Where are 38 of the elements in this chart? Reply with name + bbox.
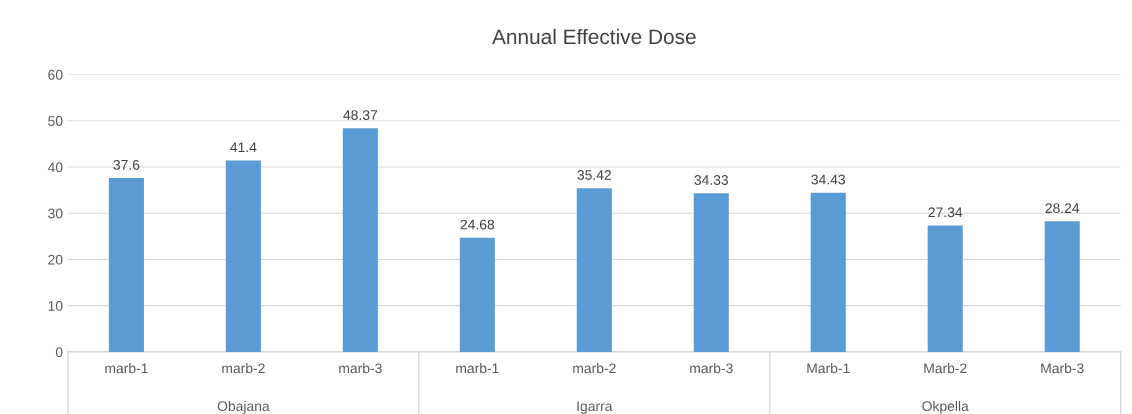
bar — [459, 237, 495, 352]
y-tick-label: 10 — [48, 301, 63, 311]
bar — [1044, 221, 1080, 352]
chart-title: Annual Effective Dose — [492, 28, 696, 45]
y-tick-label: 40 — [47, 162, 63, 173]
bar — [576, 188, 612, 352]
x-tick-label: marb-1 — [456, 363, 499, 374]
x-tick-label: marb-1 — [105, 363, 148, 374]
bar — [810, 192, 846, 352]
x-tick-label: marb-2 — [222, 363, 265, 374]
data-label: 34.43 — [811, 174, 846, 185]
data-label: 37.6 — [113, 159, 140, 170]
x-tick-label: Marb-3 — [1041, 363, 1084, 374]
text: Okpella — [922, 400, 969, 414]
data-label: 27.34 — [928, 207, 963, 218]
data-label: 24.68 — [460, 219, 495, 230]
y-tick-label: 20 — [48, 254, 63, 265]
bar — [927, 225, 963, 352]
data-label: 41.4 — [230, 142, 257, 153]
bar — [225, 160, 261, 352]
data-label: 48.37 — [343, 110, 378, 120]
bar — [693, 193, 729, 352]
x-tick-label: marb-2 — [573, 363, 616, 374]
x-tick-label: marb-3 — [339, 363, 382, 374]
data-label: 35.42 — [577, 170, 611, 180]
y-tick-label: 0 — [55, 347, 63, 358]
x-tick-label: Marb-2 — [924, 363, 967, 374]
y-tick-label: 30 — [48, 208, 63, 219]
data-label: 28.24 — [1045, 203, 1080, 214]
y-tick-label: 50 — [48, 116, 63, 126]
bar — [342, 128, 378, 352]
data-label: 34.33 — [694, 175, 729, 185]
bar — [108, 178, 144, 352]
x-tick-label: marb-3 — [690, 363, 733, 374]
text: Obajana — [217, 400, 270, 414]
y-tick-label: 60 — [48, 69, 63, 80]
x-tick-label: Marb-1 — [807, 363, 850, 374]
text: Igarra — [577, 401, 613, 414]
